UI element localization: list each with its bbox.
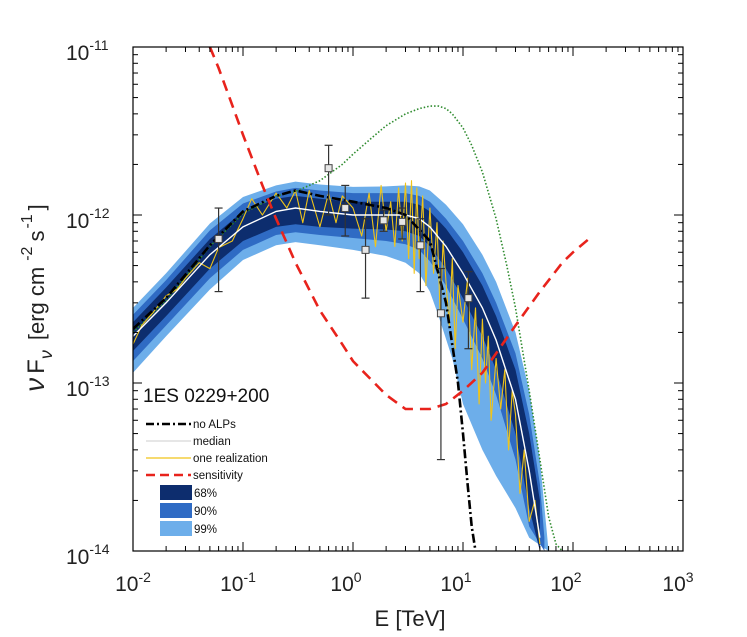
green-dotted-curve bbox=[133, 105, 563, 551]
axes-frame bbox=[132, 46, 684, 552]
legend-label-68: 68% bbox=[194, 488, 217, 500]
y-tick-label: 10-11 bbox=[66, 37, 109, 65]
data-point bbox=[361, 245, 370, 254]
data-point bbox=[436, 309, 445, 318]
one-realization-line bbox=[133, 180, 541, 545]
data-point bbox=[324, 164, 333, 173]
data-point bbox=[341, 204, 350, 213]
x-tick-labels: 10-2 10-1 100 101 102 103 bbox=[115, 569, 694, 596]
legend-label-one-realization: one realization bbox=[193, 453, 268, 465]
x-tick-label: 10-2 bbox=[115, 569, 151, 596]
legend-swatch-99 bbox=[160, 521, 192, 536]
y-tick-label: 10-13 bbox=[66, 373, 110, 401]
legend-swatch-90 bbox=[160, 503, 192, 518]
y-tick-label: 10-14 bbox=[66, 541, 110, 569]
legend-title: 1ES 0229+200 bbox=[143, 386, 269, 407]
data-point bbox=[416, 241, 425, 250]
sensitivity-line bbox=[208, 47, 594, 411]
data-point bbox=[379, 216, 388, 225]
x-tick-label: 102 bbox=[550, 569, 581, 596]
x-tick-label: 10-1 bbox=[220, 569, 256, 596]
y-tick-label: 10-12 bbox=[66, 205, 110, 233]
x-tick-label: 103 bbox=[662, 569, 693, 596]
data-point bbox=[398, 217, 407, 226]
legend-label-90: 90% bbox=[194, 506, 217, 518]
no-alps-line bbox=[133, 189, 477, 551]
legend-swatch-68 bbox=[160, 485, 192, 500]
legend-label-99: 99% bbox=[194, 524, 217, 536]
axis-ticks bbox=[132, 47, 683, 552]
y-axis-title: νFν[erg cm-2s-1] bbox=[19, 204, 56, 392]
legend-label-median: median bbox=[193, 436, 231, 448]
data-point bbox=[464, 294, 473, 303]
plot-area bbox=[133, 47, 594, 551]
x-tick-label: 100 bbox=[330, 569, 361, 596]
data-point bbox=[214, 234, 223, 243]
x-tick-label: 101 bbox=[440, 569, 471, 596]
x-axis-title: E [TeV] bbox=[375, 606, 446, 631]
y-tick-labels: 10-14 10-13 10-12 10-11 bbox=[66, 37, 110, 569]
legend-label-sensitivity: sensitivity bbox=[193, 470, 243, 482]
legend: 1ES 0229+200 no ALPs median one realizat… bbox=[143, 386, 269, 536]
legend-label-no-alps: no ALPs bbox=[193, 419, 236, 431]
data-points bbox=[214, 144, 473, 461]
